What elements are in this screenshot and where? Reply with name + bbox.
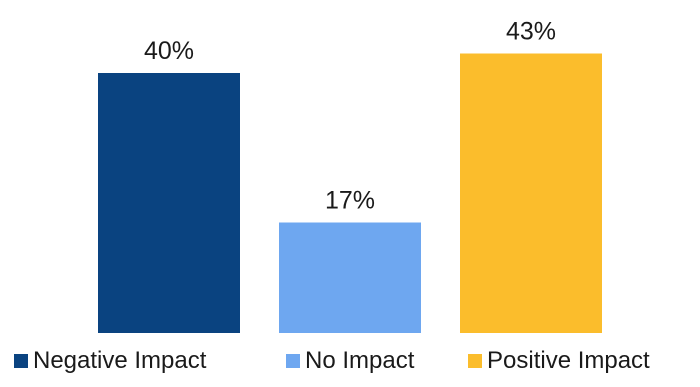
legend-swatch-positive-impact (468, 354, 482, 368)
legend-label-positive-impact: Positive Impact (487, 347, 650, 374)
data-label-no-impact: 17% (325, 187, 375, 215)
legend-swatch-negative-impact (14, 354, 28, 368)
legend: Negative Impact No Impact Positive Impact (14, 347, 650, 374)
legend-swatch-no-impact (286, 354, 300, 368)
bar-positive-impact (460, 53, 602, 333)
data-label-positive-impact: 43% (506, 18, 556, 46)
bar-no-impact (279, 222, 421, 333)
data-label-negative-impact: 40% (144, 37, 194, 65)
legend-label-negative-impact: Negative Impact (33, 347, 207, 374)
bar-negative-impact (98, 73, 240, 333)
data-labels-layer: 40% 17% 43% (144, 18, 556, 215)
legend-label-no-impact: No Impact (305, 347, 415, 374)
bars-layer (98, 53, 602, 333)
